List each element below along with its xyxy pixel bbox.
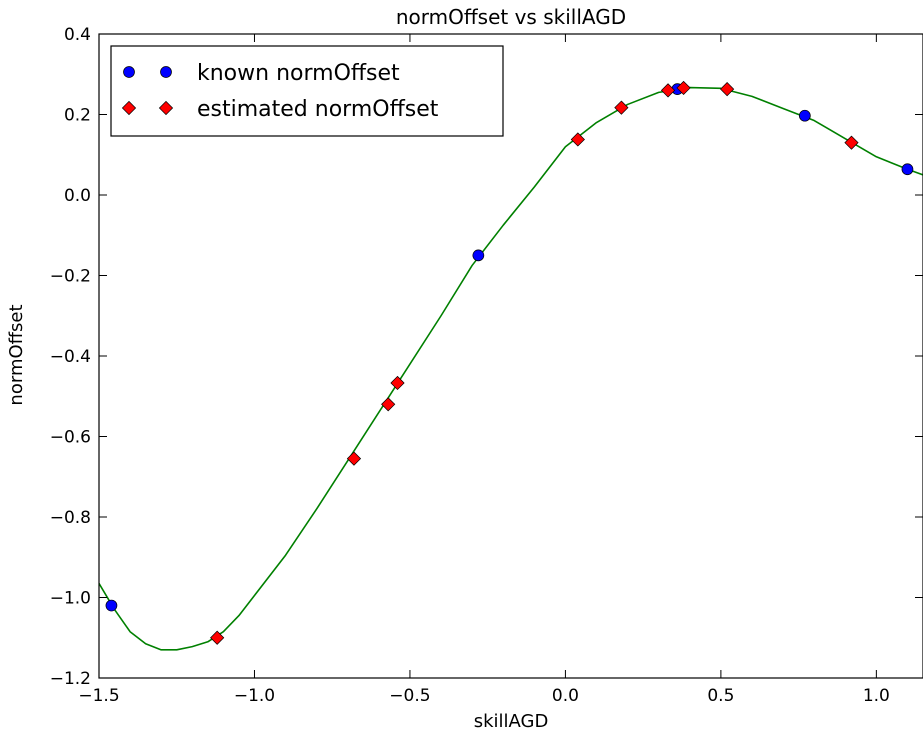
estimated-point-8 [721, 83, 734, 96]
estimated-point-3 [391, 376, 404, 389]
known-point-1 [473, 250, 484, 261]
x-tick-label-4: 0.5 [707, 686, 734, 706]
y-tick-label-1: −1.0 [50, 589, 91, 609]
y-axis-label: normOffset [6, 304, 27, 405]
y-tick-label-4: −0.4 [50, 347, 91, 367]
known-point-4 [902, 164, 913, 175]
y-tick-label-3: −0.6 [50, 428, 91, 448]
estimated-point-2 [382, 398, 395, 411]
plot-area: −1.5 −1.0 −0.5 0.0 0.5 1.0 −1.2 −1.0 −0.8 −0.6 −0.… [50, 25, 923, 706]
chart-title: normOffset vs skillAGD [396, 5, 626, 29]
x-axis-label: skillAGD [474, 711, 549, 732]
estimated-point-1 [347, 452, 360, 465]
x-tick-label-5: 1.0 [863, 686, 890, 706]
y-tick-label-7: 0.2 [64, 106, 91, 126]
series-0 [106, 84, 913, 611]
y-tick-label-5: −0.2 [50, 267, 91, 287]
y-tick-label-2: −0.8 [50, 508, 91, 528]
x-tick-label-3: 0.0 [552, 686, 579, 706]
x-tick-label-0: −1.5 [78, 686, 119, 706]
known-point-0 [106, 600, 117, 611]
legend-label-0: known normOffset [197, 61, 400, 86]
legend-box [111, 46, 503, 136]
x-tick-label-2: −0.5 [389, 686, 430, 706]
y-tick-label-0: −1.2 [50, 669, 91, 689]
series-1 [211, 81, 859, 644]
known-point-3 [799, 110, 810, 121]
x-tick-label-1: −1.0 [234, 686, 275, 706]
estimated-point-5 [615, 101, 628, 114]
legend: known normOffset estimated normOffset [111, 46, 503, 136]
estimated-point-4 [571, 133, 584, 146]
y-tick-label-6: 0.0 [64, 186, 91, 206]
y-tick-label-8: 0.4 [64, 25, 91, 45]
data-layer [99, 81, 923, 649]
fit-curve-line [99, 88, 923, 650]
legend-marker-0-a [124, 67, 135, 78]
estimated-point-9 [845, 136, 858, 149]
legend-label-1: estimated normOffset [197, 97, 439, 122]
legend-marker-0-b [161, 67, 172, 78]
